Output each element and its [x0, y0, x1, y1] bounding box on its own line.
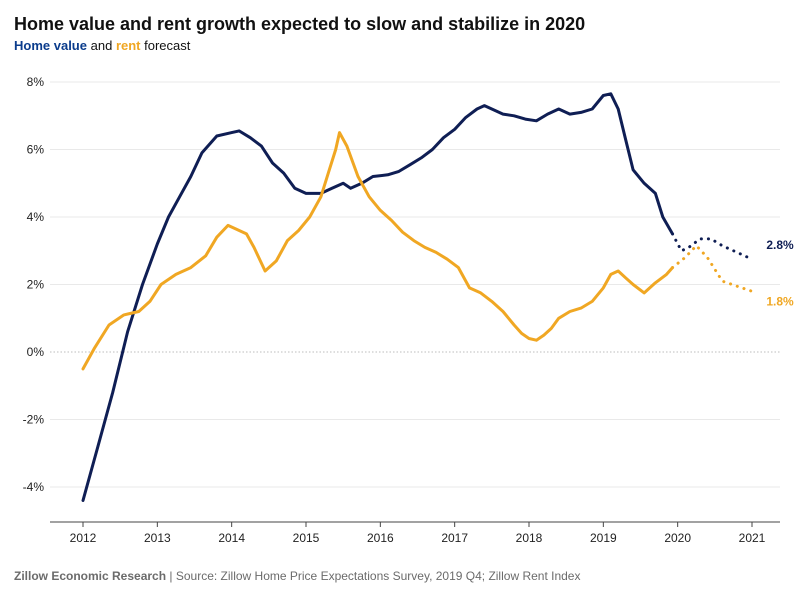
series-rent-forecast	[671, 244, 754, 293]
x-tick-label: 2017	[441, 531, 468, 545]
y-tick-label: 8%	[27, 75, 45, 89]
series-rent	[81, 131, 674, 371]
x-tick-label: 2019	[590, 531, 617, 545]
footer-separator: |	[169, 569, 173, 583]
chart-subtitle: Home value and rent forecast	[14, 38, 190, 53]
annotation-home-value-forecast: 2.8%	[766, 238, 794, 252]
subtitle-rent: rent	[115, 38, 141, 53]
x-tick-label: 2021	[739, 531, 766, 545]
footer-source: Source: Zillow Home Price Expectations S…	[175, 569, 581, 583]
subtitle-forecast: forecast	[144, 38, 191, 53]
x-tick-label: 2012	[70, 531, 97, 545]
line-chart: 8% 6% 4% 2% 0% -2% -4% 2012 2013 2014 2015 2016 2017…	[23, 75, 794, 545]
annotation-rent-forecast: 1.8%	[766, 294, 794, 308]
x-tick-label: 2016	[367, 531, 394, 545]
y-tick-label: 0%	[27, 345, 45, 359]
y-tick-label: 4%	[27, 210, 45, 224]
x-tick-label: 2013	[144, 531, 171, 545]
y-tick-label: 6%	[27, 143, 45, 157]
y-tick-label: -4%	[23, 480, 45, 494]
series-home-value-forecast	[671, 232, 754, 261]
series-home-value	[81, 92, 674, 502]
source-footer: Zillow Economic Research | Source: Zillo…	[14, 569, 580, 583]
y-tick-label: -2%	[23, 413, 45, 427]
x-tick-label: 2020	[664, 531, 691, 545]
footer-org: Zillow Economic Research	[14, 569, 167, 583]
x-tick-label: 2014	[218, 531, 245, 545]
x-tick-label: 2015	[293, 531, 320, 545]
x-tick-label: 2018	[516, 531, 543, 545]
subtitle-home-value: Home value	[14, 38, 87, 53]
y-tick-label: 2%	[27, 278, 45, 292]
subtitle-and: and	[90, 38, 113, 53]
chart-title: Home value and rent growth expected to s…	[14, 14, 586, 34]
